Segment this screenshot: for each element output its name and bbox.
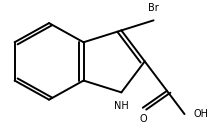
Text: OH: OH	[194, 109, 209, 119]
Text: Br: Br	[148, 3, 159, 13]
Text: O: O	[139, 114, 147, 124]
Text: NH: NH	[114, 101, 129, 111]
